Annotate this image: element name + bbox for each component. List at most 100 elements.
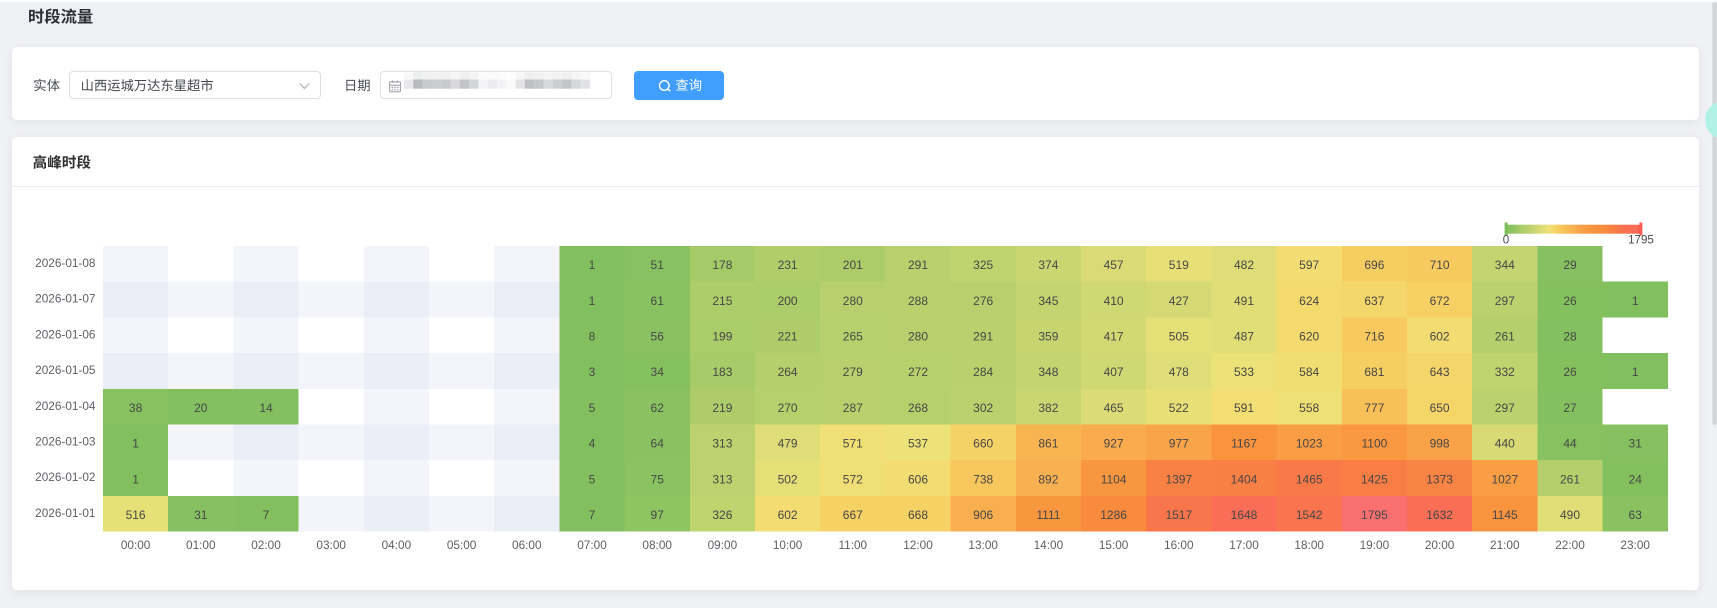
svg-text:313: 313 (712, 437, 732, 451)
svg-text:1648: 1648 (1231, 508, 1258, 522)
svg-text:326: 326 (712, 508, 732, 522)
svg-text:17:00: 17:00 (1229, 538, 1259, 552)
svg-text:491: 491 (1234, 294, 1254, 308)
svg-text:221: 221 (778, 329, 798, 343)
svg-text:716: 716 (1364, 329, 1384, 343)
svg-text:1373: 1373 (1426, 472, 1453, 486)
svg-text:5: 5 (589, 401, 596, 415)
svg-text:268: 268 (908, 401, 928, 415)
svg-text:1: 1 (132, 437, 139, 451)
svg-text:2026-01-03: 2026-01-03 (35, 435, 96, 449)
svg-text:558: 558 (1299, 401, 1319, 415)
svg-text:533: 533 (1234, 365, 1254, 379)
svg-text:606: 606 (908, 472, 928, 486)
svg-text:650: 650 (1430, 401, 1450, 415)
svg-text:07:00: 07:00 (577, 538, 607, 552)
svg-text:97: 97 (651, 508, 665, 522)
svg-text:231: 231 (778, 258, 798, 272)
svg-text:3: 3 (589, 365, 596, 379)
svg-text:344: 344 (1495, 258, 1515, 272)
svg-text:284: 284 (973, 365, 993, 379)
svg-text:407: 407 (1104, 365, 1124, 379)
svg-text:10:00: 10:00 (773, 538, 803, 552)
svg-text:18:00: 18:00 (1294, 538, 1324, 552)
svg-text:06:00: 06:00 (512, 538, 542, 552)
svg-text:288: 288 (908, 294, 928, 308)
svg-text:681: 681 (1364, 365, 1384, 379)
svg-text:2026-01-08: 2026-01-08 (35, 256, 96, 270)
svg-text:667: 667 (843, 508, 863, 522)
svg-text:20: 20 (194, 401, 208, 415)
svg-text:1517: 1517 (1165, 508, 1192, 522)
svg-text:279: 279 (843, 365, 863, 379)
svg-text:332: 332 (1495, 365, 1515, 379)
svg-text:31: 31 (1629, 437, 1643, 451)
svg-text:710: 710 (1430, 258, 1450, 272)
svg-text:313: 313 (712, 472, 732, 486)
svg-text:27: 27 (1563, 401, 1577, 415)
svg-text:287: 287 (843, 401, 863, 415)
svg-text:516: 516 (126, 508, 146, 522)
svg-text:522: 522 (1169, 401, 1189, 415)
svg-text:12:00: 12:00 (903, 538, 933, 552)
svg-text:8: 8 (589, 329, 596, 343)
svg-text:291: 291 (973, 329, 993, 343)
svg-text:1632: 1632 (1426, 508, 1453, 522)
svg-text:26: 26 (1563, 365, 1577, 379)
svg-text:215: 215 (712, 294, 732, 308)
svg-text:13:00: 13:00 (968, 538, 998, 552)
svg-text:572: 572 (843, 472, 863, 486)
svg-text:21:00: 21:00 (1490, 538, 1520, 552)
svg-text:427: 427 (1169, 294, 1189, 308)
svg-text:1: 1 (132, 472, 139, 486)
svg-text:738: 738 (973, 472, 993, 486)
svg-text:2026-01-01: 2026-01-01 (35, 506, 95, 520)
svg-text:200: 200 (778, 294, 798, 308)
svg-text:14: 14 (259, 401, 273, 415)
svg-text:1111: 1111 (1036, 508, 1060, 522)
svg-text:1100: 1100 (1361, 437, 1387, 451)
svg-text:291: 291 (908, 258, 928, 272)
svg-text:15:00: 15:00 (1099, 538, 1129, 552)
svg-text:382: 382 (1038, 401, 1058, 415)
svg-text:1795: 1795 (1361, 508, 1388, 522)
svg-text:297: 297 (1495, 294, 1515, 308)
svg-text:1465: 1465 (1296, 472, 1323, 486)
svg-text:998: 998 (1430, 437, 1450, 451)
svg-text:03:00: 03:00 (316, 538, 346, 552)
svg-text:38: 38 (129, 401, 143, 415)
svg-text:620: 620 (1299, 329, 1319, 343)
svg-text:465: 465 (1104, 401, 1124, 415)
svg-text:479: 479 (778, 437, 798, 451)
svg-text:280: 280 (843, 294, 863, 308)
svg-text:505: 505 (1169, 329, 1189, 343)
svg-text:261: 261 (1560, 472, 1580, 486)
svg-text:359: 359 (1038, 329, 1058, 343)
svg-text:643: 643 (1430, 365, 1450, 379)
svg-text:1: 1 (1632, 365, 1639, 379)
svg-text:637: 637 (1364, 294, 1384, 308)
svg-text:265: 265 (843, 329, 863, 343)
svg-text:591: 591 (1234, 401, 1254, 415)
svg-text:1286: 1286 (1100, 508, 1127, 522)
svg-text:297: 297 (1495, 401, 1515, 415)
svg-text:1: 1 (1632, 294, 1639, 308)
svg-text:264: 264 (778, 365, 798, 379)
svg-text:1104: 1104 (1101, 472, 1127, 486)
svg-text:272: 272 (908, 365, 928, 379)
svg-text:374: 374 (1038, 258, 1058, 272)
svg-text:7: 7 (263, 508, 270, 522)
svg-text:624: 624 (1299, 294, 1319, 308)
svg-text:02:00: 02:00 (251, 538, 281, 552)
svg-text:482: 482 (1234, 258, 1254, 272)
svg-text:24: 24 (1629, 472, 1643, 486)
svg-text:11:00: 11:00 (838, 538, 867, 552)
svg-text:602: 602 (1430, 329, 1450, 343)
svg-text:1: 1 (589, 258, 596, 272)
svg-text:2026-01-07: 2026-01-07 (35, 292, 95, 306)
svg-text:51: 51 (651, 258, 665, 272)
svg-text:7: 7 (589, 508, 596, 522)
svg-text:26: 26 (1563, 294, 1577, 308)
svg-text:696: 696 (1364, 258, 1384, 272)
svg-text:1145: 1145 (1492, 508, 1518, 522)
